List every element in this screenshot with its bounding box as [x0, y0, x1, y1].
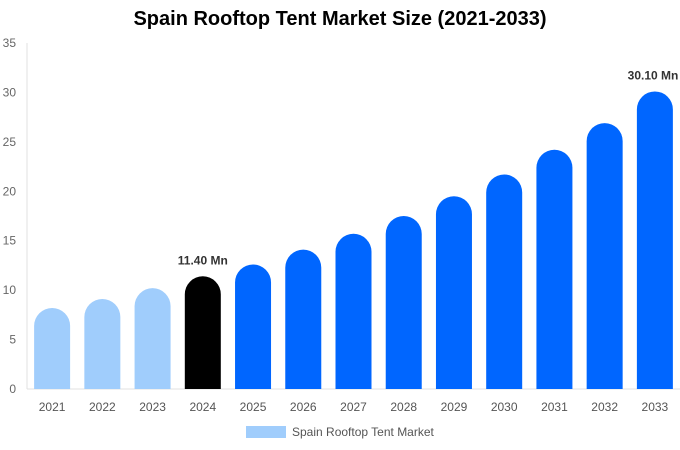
x-tick-label: 2032	[591, 400, 618, 414]
bar-2029	[435, 196, 472, 389]
bar-2026	[285, 249, 322, 389]
x-tick-label: 2033	[642, 400, 669, 414]
bar-2028	[385, 216, 422, 389]
x-tick-label: 2027	[340, 400, 367, 414]
bar-2023	[134, 288, 171, 389]
bar-2027	[335, 233, 372, 389]
legend: Spain Rooftop Tent Market	[246, 425, 434, 439]
bar-2032	[586, 123, 623, 389]
bar-2024	[184, 276, 221, 389]
y-tick-label: 25	[3, 135, 17, 149]
data-label: 11.40 Mn	[178, 253, 228, 267]
chart-title: Spain Rooftop Tent Market Size (2021-203…	[133, 8, 547, 30]
bar-2025	[235, 264, 272, 389]
x-tick-label: 2022	[89, 400, 116, 414]
x-tick-label: 2025	[240, 400, 267, 414]
x-tick-label: 2023	[139, 400, 166, 414]
x-tick-label: 2029	[441, 400, 468, 414]
x-tick-label: 2031	[541, 400, 568, 414]
y-tick-label: 10	[3, 283, 17, 297]
legend-swatch	[246, 426, 286, 438]
y-tick-label: 30	[3, 85, 17, 99]
bar-2030	[486, 174, 523, 389]
data-label: 30.10 Mn	[628, 68, 679, 82]
y-tick-label: 15	[3, 234, 17, 248]
bar-2021	[34, 307, 71, 389]
bar-2033	[636, 91, 673, 390]
x-tick-label: 2030	[491, 400, 518, 414]
x-tick-label: 2021	[39, 400, 66, 414]
y-tick-label: 0	[9, 382, 16, 396]
x-tick-label: 2028	[390, 400, 417, 414]
y-tick-label: 35	[3, 36, 17, 50]
bar-2031	[536, 149, 573, 389]
legend-label: Spain Rooftop Tent Market	[292, 425, 434, 439]
y-tick-label: 20	[3, 184, 17, 198]
bar-2022	[84, 299, 121, 389]
y-tick-label: 5	[9, 333, 16, 347]
x-tick-label: 2024	[189, 400, 216, 414]
x-tick-label: 2026	[290, 400, 317, 414]
